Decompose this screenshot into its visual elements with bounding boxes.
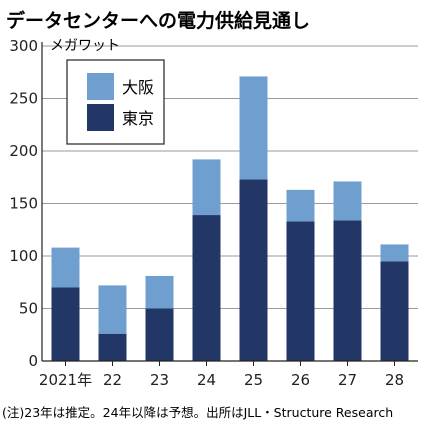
y-tick-label-100: 100 — [9, 247, 38, 265]
y-tick-label-50: 50 — [19, 300, 38, 318]
y-tick-label-0: 0 — [28, 352, 38, 370]
bar-osaka-5 — [286, 189, 315, 222]
y-tick-label-250: 250 — [9, 90, 38, 108]
bar-osaka-4 — [239, 76, 268, 180]
x-tick-label-0: 2021年 — [39, 371, 92, 389]
bar-osaka-7 — [380, 244, 409, 262]
bar-osaka-6 — [333, 181, 362, 221]
legend-box — [66, 59, 165, 145]
chart-title: データセンターへの電力供給見通し — [6, 9, 310, 32]
bar-tokyo-1 — [98, 333, 127, 361]
legend-label-osaka: 大阪 — [122, 78, 154, 97]
y-unit-label: メガワット — [50, 38, 120, 54]
bar-osaka-0 — [51, 247, 80, 288]
tick-labels: 0 50 100 150 200 250 300 2021年 22 23 24 25 26 27 28 — [9, 37, 404, 389]
y-tick-label-150: 150 — [9, 195, 38, 213]
legend-label-tokyo: 東京 — [122, 109, 154, 128]
axes — [41, 42, 418, 366]
y-tick-label-200: 200 — [9, 142, 38, 160]
y-tick-label-300: 300 — [9, 37, 38, 55]
bar-osaka-1 — [98, 285, 127, 334]
bar-tokyo-4 — [239, 179, 268, 361]
bar-tokyo-7 — [380, 261, 409, 361]
bar-osaka-3 — [192, 159, 221, 216]
x-tick-label-5: 26 — [291, 371, 310, 389]
bar-tokyo-6 — [333, 220, 362, 361]
x-tick-label-1: 22 — [103, 371, 122, 389]
x-tick-label-7: 28 — [385, 371, 404, 389]
bars — [51, 76, 409, 361]
x-tick-label-2: 23 — [150, 371, 169, 389]
bar-tokyo-5 — [286, 221, 315, 361]
bar-osaka-2 — [145, 275, 174, 309]
footnote: (注)23年は推定。24年以降は予想。出所はJLL・Structure Rese… — [2, 405, 393, 420]
bar-tokyo-3 — [192, 215, 221, 361]
x-tick-label-6: 27 — [338, 371, 357, 389]
bar-tokyo-2 — [145, 308, 174, 361]
legend-swatch-osaka — [87, 73, 114, 100]
legend: 大阪 東京 — [66, 59, 165, 145]
bar-tokyo-0 — [51, 287, 80, 361]
x-tick-label-3: 24 — [197, 371, 216, 389]
x-tick-label-4: 25 — [244, 371, 263, 389]
legend-swatch-tokyo — [87, 104, 114, 131]
